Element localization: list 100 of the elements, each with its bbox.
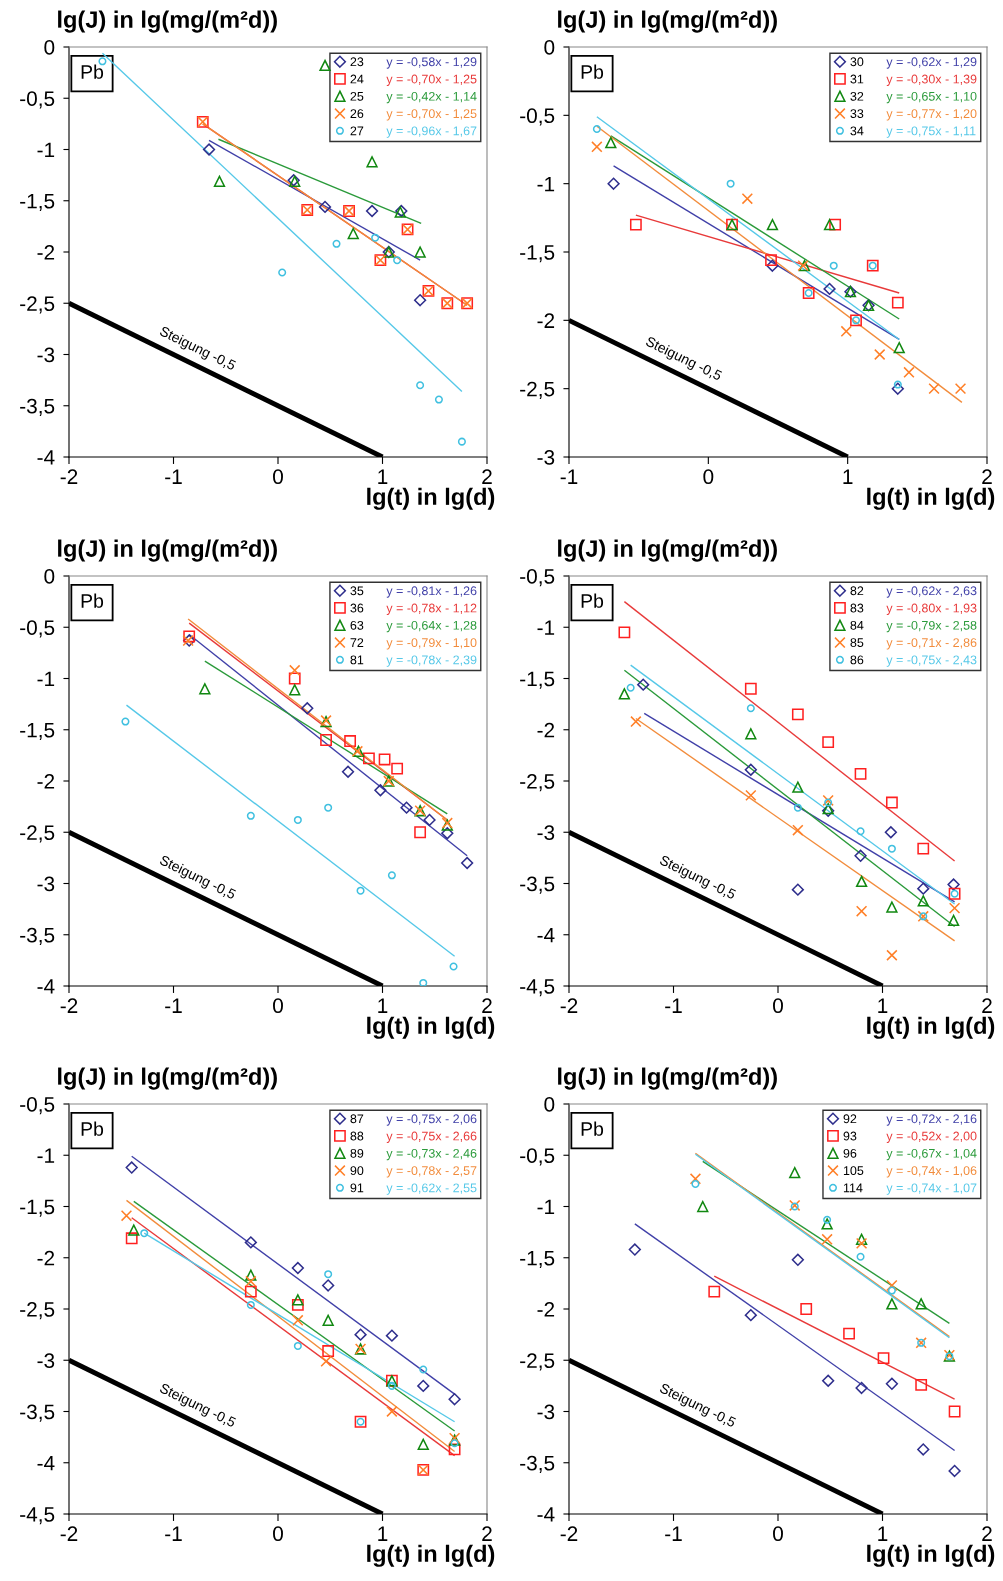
y-tick-label: -3: [537, 1404, 555, 1420]
y-tick-label: -1: [537, 1199, 555, 1215]
text: y = -0,77x - 1,20: [886, 109, 977, 121]
legend-label: 25: [350, 91, 364, 101]
legend-label: 30: [850, 57, 864, 67]
y-tick-label: -2,5: [520, 1353, 555, 1371]
text: y = -0,70x - 1,25: [386, 109, 477, 121]
y-tick-label: -1,5: [20, 722, 55, 740]
y-tick-label: -1: [537, 176, 555, 192]
text: y = -0,96x - 1,67: [386, 126, 477, 138]
legend-label: 105: [843, 1166, 864, 1176]
y-tick-label: -0,5: [20, 620, 55, 638]
y-tick-label: 0: [544, 40, 555, 55]
y-tick-label: -2,5: [520, 381, 555, 399]
y-tick-label: -4,5: [20, 1507, 55, 1525]
y-axis-title: lg(J) in lg(mg/(m²d)): [58, 539, 277, 562]
text: y = -0,58x - 1,29: [386, 57, 477, 69]
legend-label: 89: [350, 1148, 364, 1158]
text: y = -0,64x - 1,28: [386, 620, 477, 633]
y-tick-label: -2,5: [20, 1302, 55, 1320]
legend-label: 31: [850, 74, 864, 84]
y-tick-label: -2: [537, 313, 555, 328]
text: y = -0,71x - 2,86: [886, 638, 977, 650]
legend-label: 85: [850, 638, 864, 648]
x-axis-title: lg(t) in lg(d): [867, 487, 995, 510]
text: y = -0,75x - 2,06: [386, 1114, 477, 1126]
x-tick-label: -1: [165, 1526, 182, 1541]
x-tick-label: 2: [482, 998, 492, 1013]
text: y = -0,75x - 1,11: [886, 126, 976, 138]
x-tick-label: -1: [560, 469, 578, 484]
legend-label: 92: [843, 1114, 857, 1124]
legend-label: 90: [350, 1166, 364, 1176]
x-tick-label: 1: [843, 469, 853, 484]
legend-label: 32: [850, 91, 864, 101]
legend-label: 96: [843, 1148, 857, 1158]
text: y = -0,73x - 2,46: [386, 1148, 477, 1161]
x-tick-label: -1: [165, 469, 182, 484]
legend-label: 82: [850, 586, 864, 596]
legend-label: 23: [350, 57, 364, 67]
x-tick-label: -2: [560, 998, 578, 1013]
text: y = -0,74x - 1,07: [886, 1183, 977, 1195]
text: y = -0,78x - 2,57: [386, 1166, 477, 1178]
x-tick-label: 2: [982, 1526, 992, 1541]
legend-label: 33: [850, 109, 864, 119]
x-tick-label: -1: [165, 998, 182, 1013]
legend-label: 72: [350, 638, 364, 647]
legend-label: 81: [350, 655, 364, 665]
x-tick-label: 0: [773, 1526, 783, 1542]
y-tick-label: -4: [37, 979, 55, 994]
y-tick-label: -0,5: [20, 91, 55, 109]
y-tick-label: -0,5: [520, 569, 555, 587]
x-tick-label: 0: [703, 469, 714, 485]
x-tick-label: 2: [482, 469, 492, 484]
y-tick-label: -3,5: [20, 398, 55, 416]
y-tick-label: -1,5: [20, 193, 55, 211]
x-axis-title: lg(t) in lg(d): [867, 1544, 995, 1567]
y-tick-label: -1,5: [520, 1250, 555, 1268]
x-tick-label: 0: [273, 998, 283, 1014]
x-tick-label: -2: [60, 469, 78, 484]
legend-label: 83: [850, 603, 864, 613]
x-tick-label: 0: [273, 1526, 283, 1542]
legend-label: 88: [350, 1131, 364, 1141]
y-tick-label: -3: [37, 347, 55, 363]
x-tick-label: 2: [982, 469, 992, 484]
legend-label: 26: [350, 109, 364, 119]
y-tick-label: -0,5: [20, 1097, 55, 1115]
y-axis-title: lg(J) in lg(mg/(m²d)): [58, 1067, 277, 1090]
x-axis-title: lg(t) in lg(d): [367, 1544, 495, 1567]
y-tick-label: 0: [44, 40, 55, 55]
legend-label: 87: [350, 1114, 364, 1124]
y-tick-label: -1: [37, 1148, 55, 1163]
x-tick-label: -2: [560, 1526, 578, 1541]
y-axis-title: lg(J) in lg(mg/(m²d)): [58, 10, 277, 33]
text: y = -0,78x - 1,12: [386, 603, 477, 615]
y-tick-label: -1,5: [520, 671, 555, 689]
y-tick-label: -4: [37, 450, 55, 465]
x-tick-label: -1: [665, 998, 682, 1013]
text: y = -0,70x - 1,25: [386, 74, 477, 86]
x-tick-label: 1: [378, 1526, 388, 1541]
y-tick-label: -1: [537, 620, 555, 635]
y-tick-label: -2: [537, 722, 555, 738]
text: y = -0,79x - 1,10: [386, 638, 477, 650]
legend-label: 27: [350, 126, 364, 136]
y-tick-label: 0: [544, 1097, 555, 1112]
y-tick-label: -3: [537, 825, 555, 840]
y-tick-label: -4: [537, 927, 555, 943]
x-tick-label: 0: [273, 469, 283, 485]
y-tick-label: -0,5: [520, 108, 555, 126]
y-axis-title: lg(J) in lg(mg/(m²d)): [558, 1067, 777, 1090]
y-tick-label: -2: [537, 1302, 555, 1317]
y-tick-label: -0,5: [520, 1148, 555, 1166]
x-tick-label: 2: [982, 998, 992, 1013]
y-tick-label: -1: [37, 142, 55, 158]
text: y = -0,74x - 1,06: [886, 1166, 977, 1178]
x-tick-label: 1: [878, 998, 888, 1013]
text: y = -0,81x - 1,26: [386, 586, 477, 598]
annotation: Pb: [81, 593, 104, 608]
y-tick-label: -2,5: [520, 774, 555, 792]
y-tick-label: -3,5: [520, 876, 555, 894]
legend-label: 36: [350, 603, 364, 613]
